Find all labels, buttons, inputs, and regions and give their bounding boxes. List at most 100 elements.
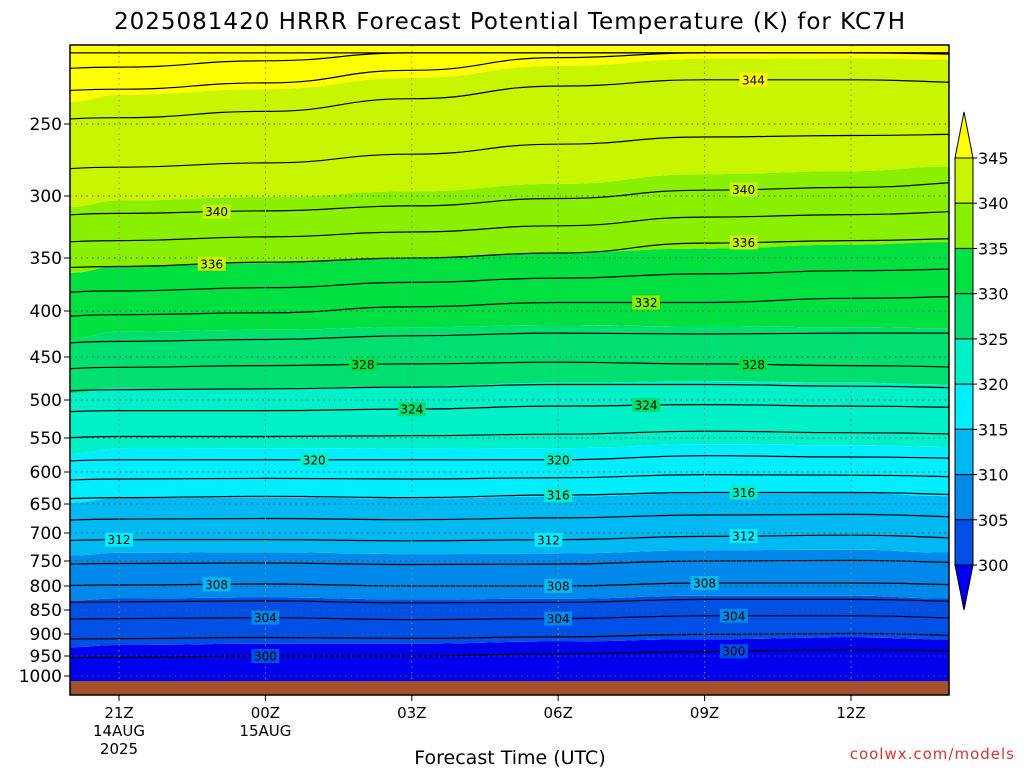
- contour-label-bg: [251, 610, 280, 625]
- contour-label: 344: [742, 73, 765, 87]
- contour-lines: [70, 52, 949, 659]
- y-tick-label: 800: [30, 577, 62, 597]
- y-tick-label: 650: [30, 495, 62, 515]
- contour-298: [70, 632, 949, 640]
- contour-300: [70, 649, 949, 659]
- contour-label: 328: [742, 358, 765, 372]
- contour-label-bg: [251, 649, 280, 663]
- contour-label-bg: [544, 611, 573, 626]
- contour-322: [70, 383, 949, 392]
- contour-label: 340: [732, 183, 755, 197]
- contour-label-bg: [632, 295, 661, 310]
- contour-label: 300: [722, 645, 745, 659]
- contour-318: [70, 430, 949, 439]
- contour-label-bg: [197, 256, 226, 271]
- contour-label: 320: [547, 453, 570, 467]
- contour-label-bg: [729, 529, 758, 544]
- contour-labels: 300 300 304 304 304 308 308 308 312 312 312 316 316 3…: [105, 72, 768, 664]
- fill-band-3: [70, 493, 949, 556]
- colorbar-tick-label: 310: [978, 466, 1009, 485]
- y-tick-label: 350: [30, 249, 62, 269]
- credit-text: coolwx.com/models: [850, 745, 1015, 763]
- contour-label-bg: [349, 357, 377, 372]
- contour-306: [70, 559, 949, 566]
- x-tick-label: 00Z: [251, 704, 280, 722]
- colorbar-bottom-arrow: [954, 564, 974, 611]
- contour-label: 304: [547, 612, 570, 626]
- contour-340: [70, 182, 949, 216]
- contour-336: [70, 238, 949, 268]
- fill-band-7: [70, 242, 949, 339]
- contour-label-bg: [739, 72, 768, 87]
- contour-label: 316: [732, 486, 755, 500]
- fill-band-4: [70, 444, 949, 503]
- fill-band-10: [70, 45, 949, 102]
- x-tick-label: 21Z: [104, 704, 133, 722]
- y-tick-label: 700: [30, 524, 62, 544]
- y-tick-label: 400: [30, 302, 62, 322]
- x-tick-label: 06Z: [544, 704, 573, 722]
- contour-label: 328: [352, 358, 375, 372]
- contour-324: [70, 403, 949, 413]
- colorbar-swatch: [954, 383, 974, 430]
- colorbar-tick-label: 335: [978, 239, 1009, 258]
- contour-312: [70, 534, 949, 542]
- contour-label: 312: [537, 533, 560, 547]
- colorbar-tick-label: 340: [978, 194, 1009, 213]
- colorbar-swatch: [954, 247, 974, 295]
- contour-label: 312: [732, 530, 755, 544]
- y-tick-label: 550: [30, 429, 62, 449]
- colorbar-swatch: [954, 474, 974, 521]
- contour-label-bg: [397, 402, 426, 417]
- fill-band-8: [70, 166, 949, 273]
- fill-band-9: [70, 58, 949, 207]
- contour-label-bg: [534, 532, 563, 547]
- grid-lines: [70, 45, 949, 681]
- y-tick-label: 600: [30, 463, 62, 483]
- fill-band-6: [70, 325, 949, 394]
- plot-frame: [69, 44, 950, 696]
- contour-label-bg: [729, 235, 758, 250]
- colorbar-swatch: [954, 157, 974, 204]
- surface-strip: [70, 681, 949, 695]
- contour-330: [70, 268, 949, 293]
- contour-label-bg: [544, 488, 573, 503]
- contour-304: [70, 615, 949, 621]
- contour-label: 320: [303, 453, 326, 467]
- contour-308: [70, 582, 949, 587]
- contour-326: [70, 332, 949, 344]
- colorbar-swatch: [954, 519, 974, 566]
- colorbar-tick-label: 305: [978, 511, 1009, 530]
- contour-label: 316: [547, 489, 570, 503]
- colorbar-swatch: [954, 293, 974, 340]
- colorbar-tick-label: 315: [978, 420, 1009, 439]
- contour-label: 324: [635, 399, 658, 413]
- y-tick-label: 450: [30, 348, 62, 368]
- contour-label: 336: [732, 236, 755, 250]
- contour-320: [70, 455, 949, 462]
- x-tick-label: 12Z: [836, 704, 865, 722]
- y-tick-label: 950: [30, 647, 62, 667]
- contour-label: 312: [108, 533, 131, 547]
- contour-label: 336: [200, 257, 223, 271]
- x-tick-sublabel: 14AUG: [93, 722, 145, 740]
- x-tick-label: 03Z: [397, 704, 426, 722]
- x-axis-label: Forecast Time (UTC): [414, 747, 605, 768]
- colorbar-swatch: [954, 428, 974, 476]
- y-axis-ticks: 250 300 350 400 450 500 550 600 650 700 750 800 850 9…: [19, 115, 70, 687]
- colorbar-tick-label: 325: [978, 330, 1009, 349]
- x-tick-sublabel: 2025: [100, 740, 138, 758]
- y-tick-label: 900: [30, 625, 62, 645]
- colorbar: 345 340 335 330 325 320 315 310 305 300: [954, 111, 1009, 611]
- x-tick-sublabel: 15AUG: [239, 722, 291, 740]
- y-tick-label: 300: [30, 187, 62, 207]
- colorbar-top-arrow: [954, 111, 974, 159]
- contour-label: 308: [205, 578, 228, 592]
- contour-label: 300: [254, 650, 277, 664]
- contour-338: [70, 133, 949, 170]
- fill-band-5: [70, 381, 949, 454]
- contour-label-bg: [300, 452, 329, 467]
- contour-314: [70, 473, 949, 481]
